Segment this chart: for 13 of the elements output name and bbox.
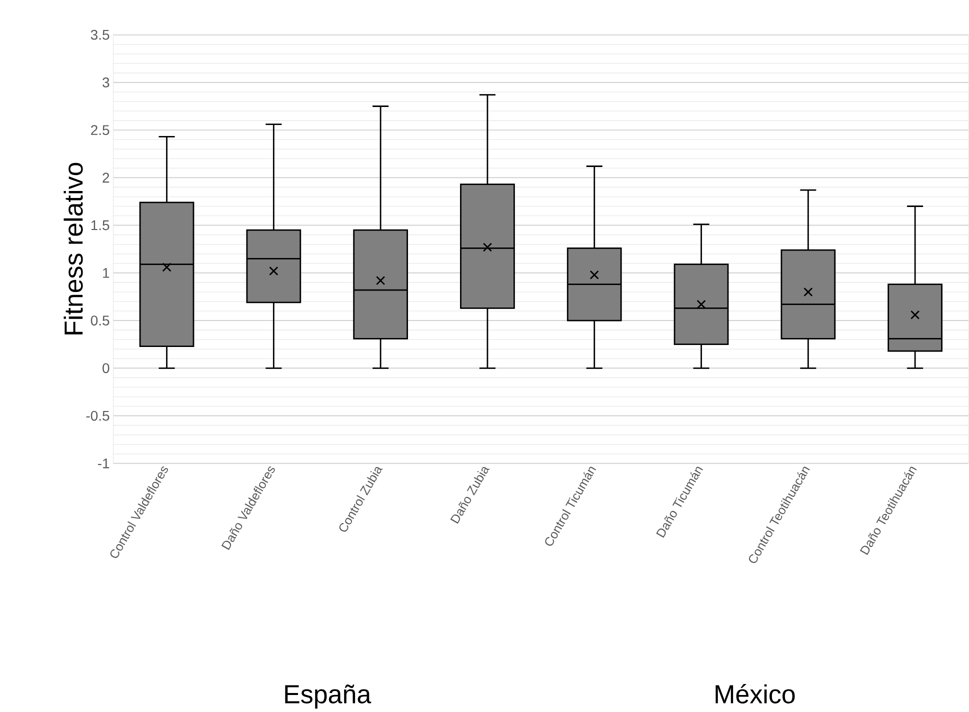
y-tick-label: -1: [98, 458, 110, 468]
y-tick-label: 0.5: [90, 316, 110, 326]
y-tick-label: 3: [102, 78, 110, 88]
y-tick-label: 2: [102, 172, 110, 183]
y-tick-label: 1.5: [91, 220, 110, 230]
y-tick-label: 2.5: [91, 125, 110, 136]
y-tick-label: -0.5: [86, 410, 110, 421]
y-axis-title: Fitness relativo: [64, 162, 83, 334]
text: España: [285, 684, 372, 709]
text: México: [716, 684, 795, 704]
y-tick-label: 1: [103, 268, 110, 278]
y-tick-label: 3.5: [90, 30, 110, 40]
y-tick-label: 0: [102, 363, 110, 374]
